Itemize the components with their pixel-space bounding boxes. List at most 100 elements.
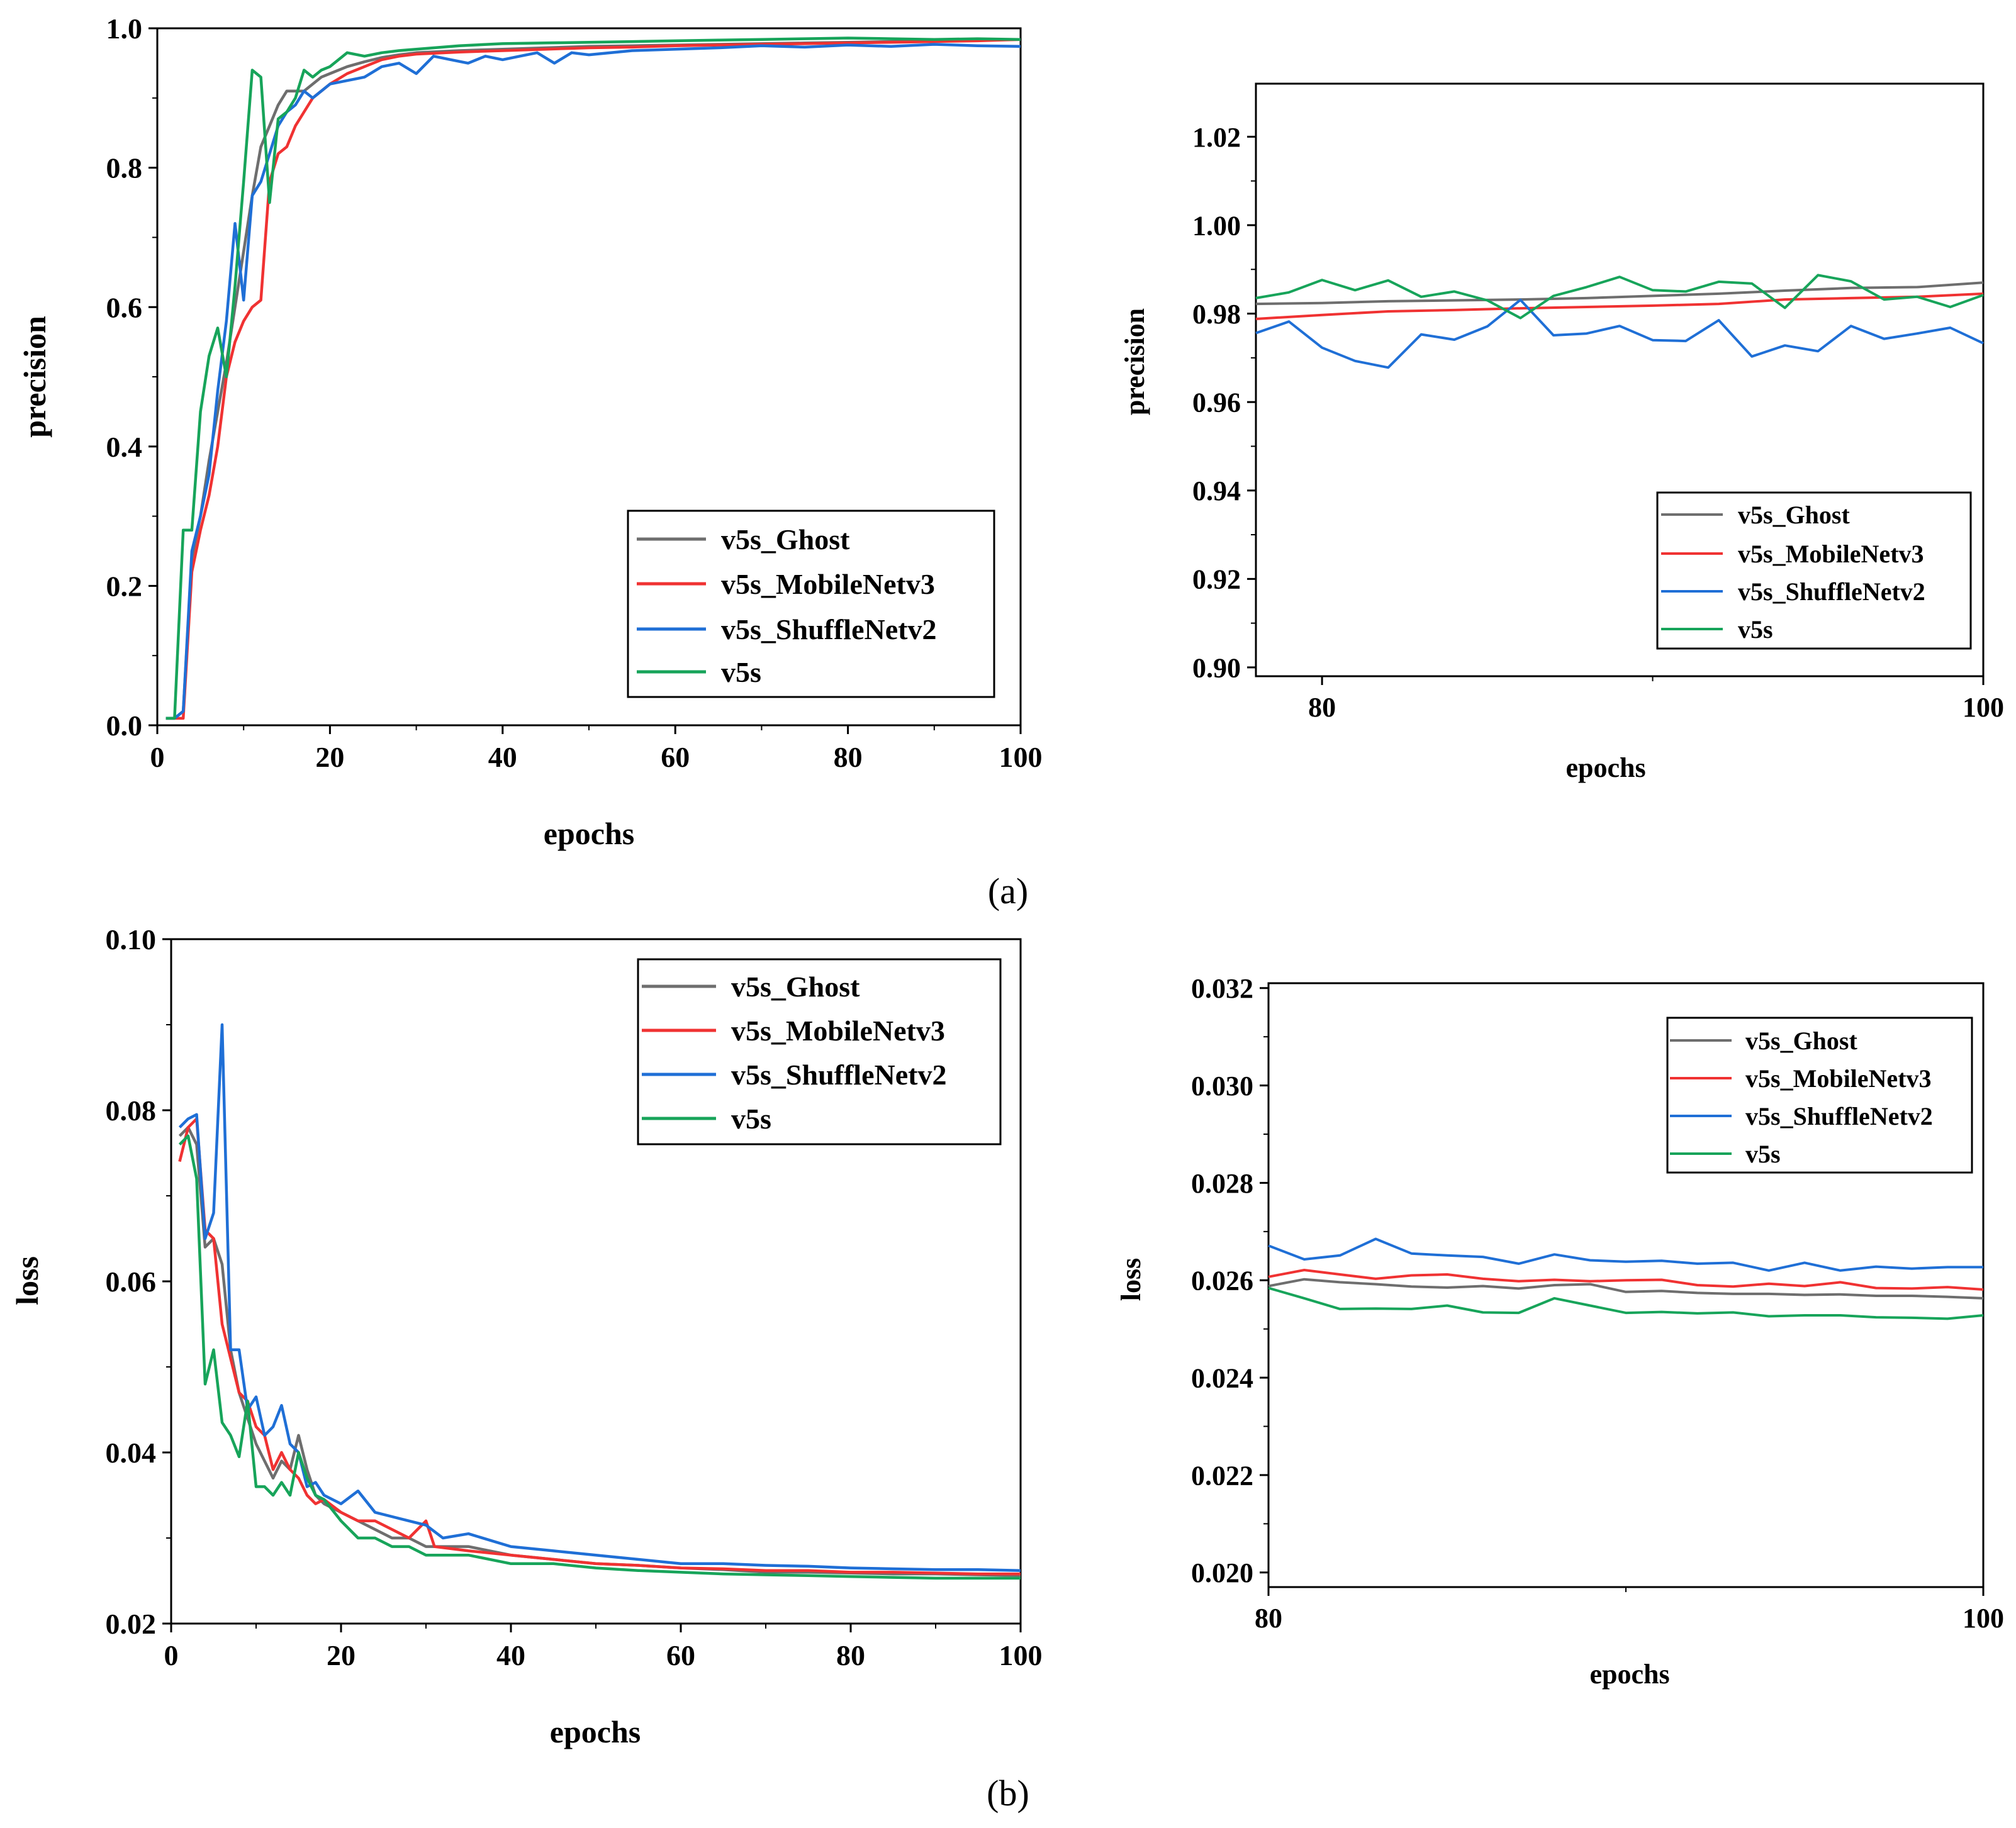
legend: v5s_Ghost v5s_MobileNetv3 v5s_ShuffleNet… (1656, 491, 1972, 650)
tick-layer: 80 100 0.020 0.022 0.024 0.026 0.028 0.030 0.032 (1191, 973, 2004, 1634)
tick-layer: 80 100 0.90 0.92 0.94 0.96 0.98 1.00 1.02 (1192, 122, 2004, 723)
y-tick-label: 0.026 (1191, 1266, 1253, 1296)
series-line-v5s-shufflenetv2 (1268, 1237, 1983, 1272)
x-tick-label: 40 (488, 741, 517, 773)
y-tick-label: 1.02 (1192, 122, 1241, 153)
y-tick-label: 0.02 (106, 1608, 157, 1640)
legend-label-v5s-shufflenetv2: v5s_ShuffleNetv2 (1745, 1102, 1933, 1130)
y-tick-label: 0.030 (1191, 1071, 1253, 1101)
chart-loss-zoom: 80 100 0.020 0.022 0.024 0.026 0.028 0.030 0.032… (1116, 973, 2004, 1690)
legend: v5s_Ghost v5s_MobileNetv3 v5s_ShuffleNet… (637, 958, 1002, 1145)
x-axis-label: epochs (1589, 1659, 1669, 1690)
y-tick-label: 0.020 (1191, 1558, 1253, 1588)
panel-label-a: (a) (988, 871, 1028, 911)
legend-label-v5s-ghost: v5s_Ghost (731, 971, 860, 1003)
x-tick-label: 100 (1963, 692, 2004, 723)
y-tick-label: 1.0 (106, 13, 143, 45)
y-tick-label: 0.022 (1191, 1460, 1253, 1491)
x-tick-label: 20 (327, 1639, 356, 1671)
y-tick-label: 0.2 (106, 571, 143, 603)
x-tick-label: 80 (1308, 692, 1336, 723)
series-line-v5s-shufflenetv2 (165, 43, 1021, 720)
y-tick-label: 0.92 (1192, 564, 1241, 595)
series-layer (178, 1023, 1021, 1580)
y-tick-label: 0.0 (106, 710, 143, 742)
legend-label-v5s-ghost: v5s_Ghost (1745, 1027, 1857, 1055)
series-line-v5s (1255, 274, 1984, 320)
legend-box (1666, 1017, 1973, 1174)
y-tick-label: 0.06 (106, 1266, 157, 1298)
y-tick-label: 0.90 (1192, 652, 1241, 683)
y-tick-label: 0.98 (1192, 299, 1241, 330)
y-tick-label: 0.10 (106, 923, 157, 956)
legend-box (637, 958, 1002, 1145)
legend-label-v5s-mobilenetv3: v5s_MobileNetv3 (731, 1015, 945, 1047)
y-tick-label: 0.024 (1191, 1363, 1253, 1393)
y-axis-label: loss (1116, 1258, 1146, 1301)
legend-label-v5s-shufflenetv2: v5s_ShuffleNetv2 (1738, 577, 1925, 606)
series-line-v5s-ghost (1268, 1278, 1984, 1300)
y-tick-label: 0.08 (106, 1095, 157, 1127)
y-tick-label: 0.04 (106, 1437, 157, 1469)
y-tick-label: 0.8 (106, 152, 143, 184)
x-tick-label: 60 (666, 1639, 695, 1671)
legend-label-v5s-mobilenetv3: v5s_MobileNetv3 (1745, 1064, 1932, 1093)
y-tick-label: 0.94 (1192, 476, 1241, 506)
series-layer (1255, 274, 1984, 369)
legend-label-v5s-shufflenetv2: v5s_ShuffleNetv2 (721, 613, 936, 645)
legend-box (627, 510, 995, 698)
series-line-v5s-shufflenetv2 (178, 1023, 1021, 1572)
x-tick-label: 100 (999, 1639, 1043, 1671)
chart-precision-full: 0 20 40 60 80 100 0.0 0.2 0.4 0.6 0.8 1.0 epochs pr… (17, 13, 1043, 851)
y-tick-label: 0.6 (106, 291, 143, 323)
legend-label-v5s: v5s (731, 1103, 771, 1135)
legend-label-v5s: v5s (721, 656, 761, 688)
series-line-v5s-mobilenetv3 (1268, 1269, 1984, 1291)
series-line-v5s-mobilenetv3 (178, 1117, 1021, 1576)
series-line-v5s-mobilenetv3 (1255, 292, 1984, 320)
y-tick-label: 1.00 (1192, 210, 1241, 241)
y-tick-label: 0.96 (1192, 387, 1241, 418)
legend-label-v5s-shufflenetv2: v5s_ShuffleNetv2 (731, 1059, 946, 1091)
x-tick-label: 60 (661, 741, 690, 773)
x-tick-label: 80 (836, 1639, 865, 1671)
tick-layer: 0 20 40 60 80 100 0.02 0.04 0.06 0.08 0.10 (106, 923, 1043, 1671)
x-tick-label: 100 (999, 741, 1043, 773)
legend-label-v5s: v5s (1738, 615, 1773, 644)
x-axis-label: epochs (550, 1714, 641, 1749)
legend-label-v5s-mobilenetv3: v5s_MobileNetv3 (1738, 540, 1924, 568)
legend-label-v5s-mobilenetv3: v5s_MobileNetv3 (721, 568, 935, 600)
legend-label-v5s-ghost: v5s_Ghost (721, 523, 850, 555)
legend-box (1656, 491, 1972, 650)
series-line-v5s (165, 36, 1021, 720)
x-tick-label: 0 (164, 1639, 179, 1671)
series-line-v5s (1268, 1286, 1984, 1320)
legend: v5s_Ghost v5s_MobileNetv3 v5s_ShuffleNet… (1666, 1017, 1973, 1174)
chart-precision-zoom: 80 100 0.90 0.92 0.94 0.96 0.98 1.00 1.02 epochs… (1119, 82, 2004, 783)
y-axis-label: precision (17, 316, 52, 438)
legend-label-v5s-ghost: v5s_Ghost (1738, 501, 1850, 529)
series-line-v5s (178, 1134, 1021, 1580)
y-tick-label: 0.028 (1191, 1168, 1253, 1199)
series-line-v5s-shufflenetv2 (1255, 298, 1984, 369)
x-tick-label: 40 (496, 1639, 525, 1671)
legend-label-v5s: v5s (1745, 1140, 1781, 1168)
x-axis-label: epochs (544, 816, 634, 851)
series-layer (165, 36, 1021, 720)
plot-frame (1255, 82, 1985, 677)
tick-layer: 0 20 40 60 80 100 0.0 0.2 0.4 0.6 0.8 1.0 (106, 13, 1043, 773)
x-tick-label: 100 (1963, 1603, 2004, 1634)
x-axis-label: epochs (1565, 752, 1645, 783)
y-axis-label: loss (9, 1256, 45, 1305)
series-line-v5s-ghost (178, 1125, 1021, 1578)
panel-label-b: (b) (987, 1773, 1029, 1814)
x-tick-label: 0 (150, 741, 165, 773)
series-layer (1268, 1237, 1984, 1320)
x-tick-label: 80 (1255, 1603, 1282, 1634)
x-tick-label: 20 (315, 741, 344, 773)
y-tick-label: 0.4 (106, 431, 143, 463)
y-tick-label: 0.032 (1191, 973, 1253, 1004)
y-axis-label: precision (1119, 308, 1150, 415)
